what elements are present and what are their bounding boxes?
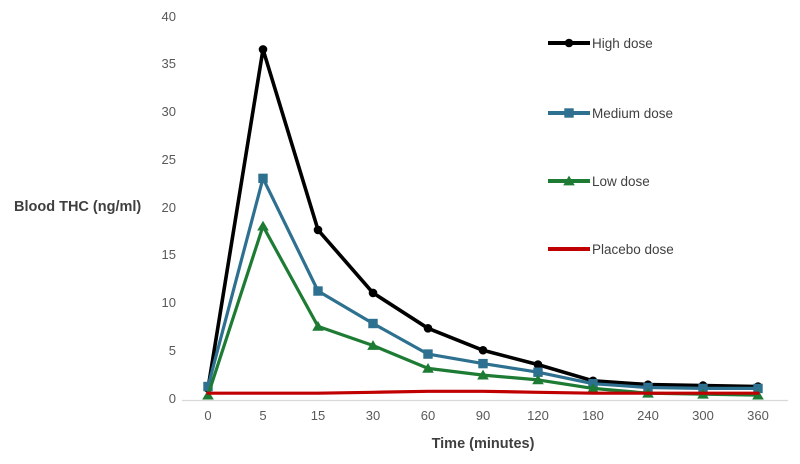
- x-tick-label: 60: [420, 408, 436, 423]
- series-high-dose: [203, 45, 763, 393]
- y-axis-title: Blood THC (ng/ml): [14, 199, 142, 215]
- series-low-dose: [202, 220, 764, 400]
- x-tick-label: 0: [204, 408, 212, 423]
- x-tick-label: 300: [692, 408, 714, 423]
- x-tick-label: 90: [475, 408, 491, 423]
- legend-item-placebo-dose: Placebo dose: [547, 241, 674, 257]
- placebo-dose-line-icon: [548, 247, 590, 251]
- legend-label: Medium dose: [592, 105, 674, 121]
- legend-item-high-dose: High dose: [547, 35, 653, 51]
- y-tick-label: 5: [168, 342, 176, 358]
- x-tick-label: 240: [637, 408, 659, 423]
- y-tick-label: 40: [161, 8, 176, 24]
- y-tick-label: 0: [168, 390, 176, 406]
- y-tick-label: 20: [161, 199, 176, 215]
- legend-item-low-dose: Low dose: [547, 173, 650, 189]
- x-tick-label: 120: [527, 408, 549, 423]
- x-tick-label: 30: [365, 408, 381, 423]
- legend-item-medium-dose: Medium dose: [547, 105, 673, 121]
- legend-label: High dose: [592, 35, 653, 51]
- series-placebo-dose: [206, 389, 760, 395]
- x-axis-title: Time (minutes): [431, 436, 535, 452]
- series-medium-dose: [203, 173, 763, 394]
- x-tick-label: 5: [259, 408, 267, 423]
- y-tick-label: 25: [161, 151, 176, 167]
- x-tick-label: 180: [582, 408, 604, 423]
- legend-label: Low dose: [592, 173, 650, 189]
- y-tick-label: 10: [161, 295, 176, 310]
- y-tick-label: 35: [161, 56, 176, 72]
- x-tick-label: 360: [747, 408, 769, 423]
- legend-label: Placebo dose: [592, 241, 674, 257]
- low-dose-line-triangle-icon: [548, 175, 590, 186]
- x-tick-label: 15: [310, 408, 326, 423]
- medium-dose-line-square-icon: [548, 108, 590, 118]
- y-tick-label: 15: [161, 247, 176, 263]
- high-dose-line-circle-icon: [548, 38, 590, 48]
- y-tick-label: 30: [161, 104, 176, 119]
